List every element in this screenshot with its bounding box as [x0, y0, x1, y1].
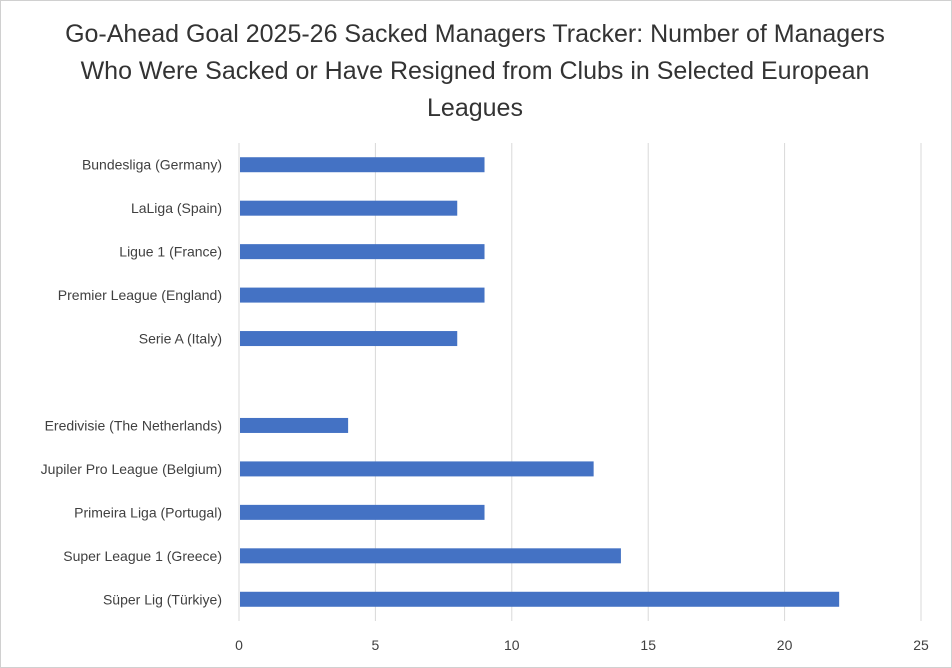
category-label: Super League 1 (Greece): [63, 548, 222, 564]
category-label: Eredivisie (The Netherlands): [45, 417, 222, 433]
bar: [240, 200, 458, 216]
x-tick-label: 5: [372, 637, 380, 653]
bar: [240, 417, 349, 433]
category-label: Primeira Liga (Portugal): [74, 504, 222, 520]
bar: [240, 287, 485, 303]
bar: [240, 548, 621, 564]
category-label: LaLiga (Spain): [131, 200, 222, 216]
x-tick-label: 0: [235, 637, 243, 653]
category-label: Jupiler Pro League (Belgium): [41, 461, 222, 477]
category-label: Bundesliga (Germany): [82, 157, 222, 173]
x-tick-label: 15: [640, 637, 656, 653]
bar: [240, 244, 485, 260]
gridlines: [374, 143, 922, 621]
bars: [240, 157, 840, 607]
category-label: Premier League (England): [58, 287, 222, 303]
x-tick-label: 25: [913, 637, 929, 653]
bar: [240, 157, 485, 173]
x-tick-label: 20: [777, 637, 793, 653]
bar: [240, 331, 458, 347]
category-label: Serie A (Italy): [139, 331, 222, 347]
category-labels: Bundesliga (Germany) LaLiga (Spain) Ligue …: [41, 157, 222, 608]
tick-labels: 0 5 10 15 20 25: [235, 637, 929, 653]
bar: [240, 461, 594, 477]
x-tick-label: 10: [504, 637, 520, 653]
category-label: Süper Lig (Türkiye): [103, 591, 222, 607]
chart-title: Go-Ahead Goal 2025-26 Sacked Managers Tr…: [65, 20, 885, 122]
category-label: Ligue 1 (France): [119, 244, 222, 260]
bar: [240, 591, 840, 607]
bar: [240, 504, 485, 520]
